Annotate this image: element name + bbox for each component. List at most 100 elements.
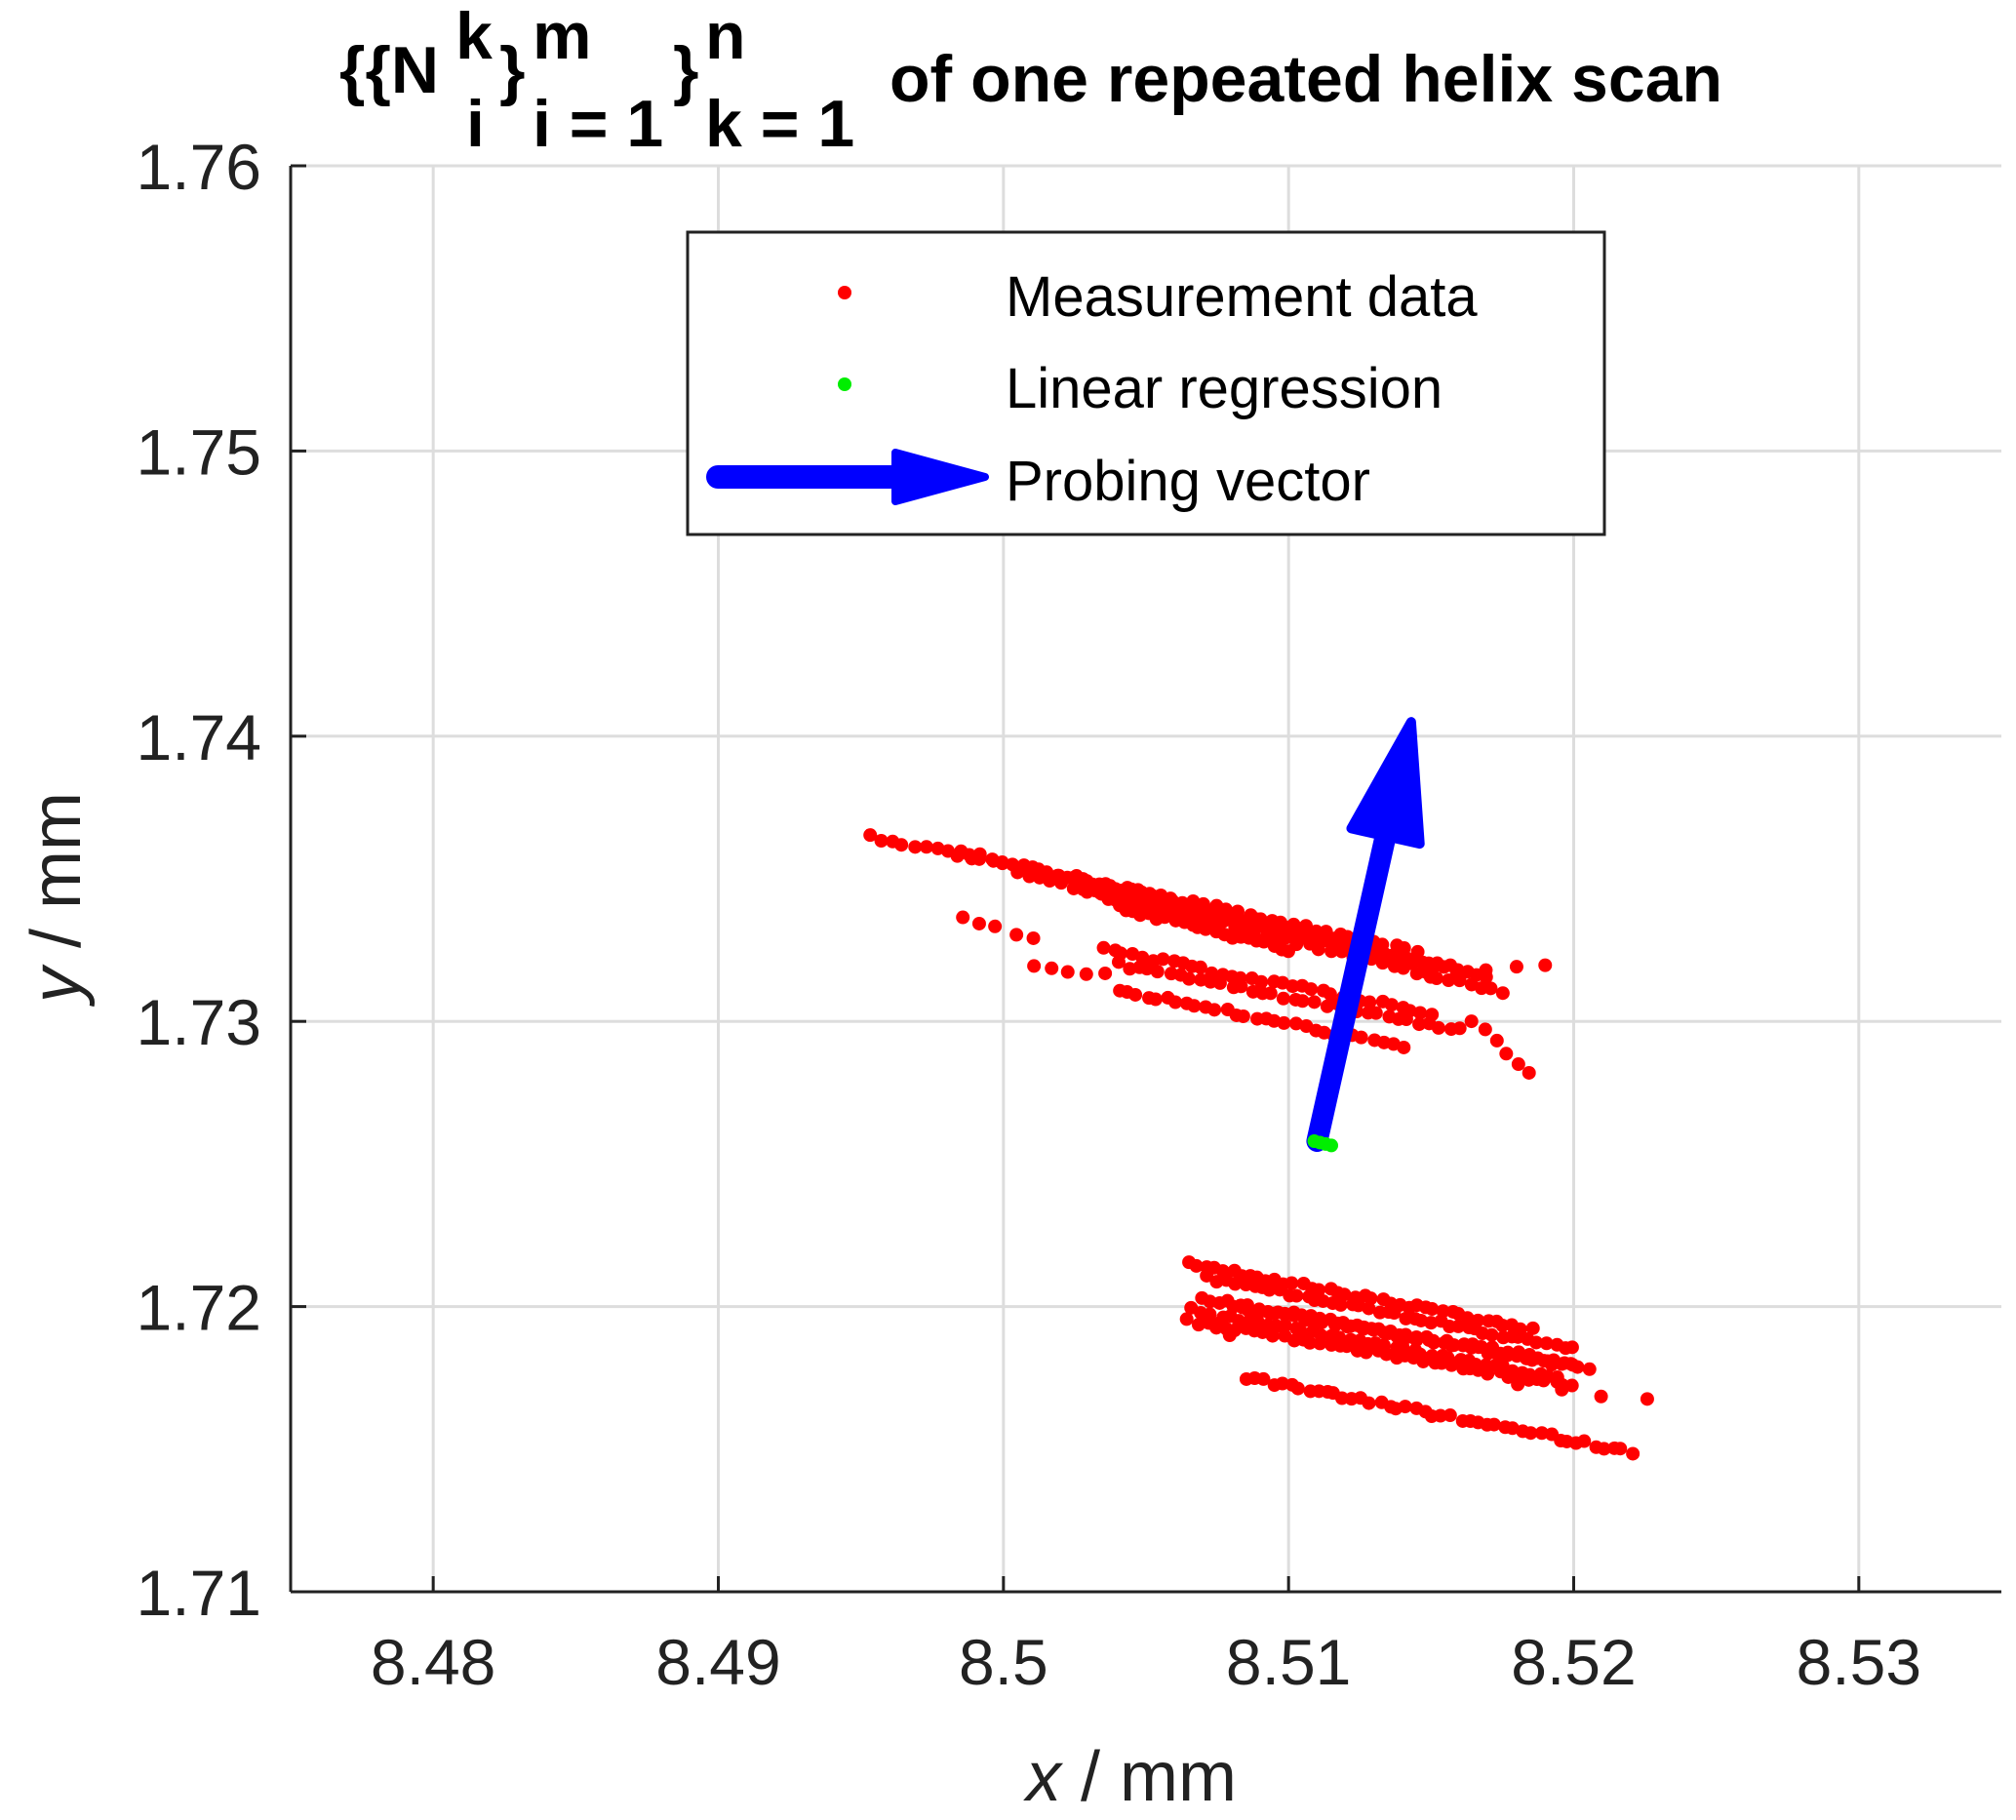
measurement-point [1197,1308,1211,1323]
measurement-point [1187,999,1202,1013]
legend-marker-regression [838,377,851,391]
measurement-point [908,840,923,854]
measurement-point [1481,1366,1495,1381]
legend-marker-measurement [838,286,851,299]
measurement-point [1423,969,1438,984]
measurement-point [1582,1362,1597,1376]
measurement-point [1529,1335,1544,1350]
measurement-point [1368,1006,1383,1020]
measurement-point [1022,869,1037,884]
measurement-point [1399,1327,1413,1342]
measurement-point [1626,1446,1640,1461]
measurement-point [894,838,909,852]
measurement-point [972,847,987,861]
measurement-point [1399,1012,1413,1027]
measurement-point [1209,1321,1224,1335]
measurement-point [1500,1345,1515,1360]
measurement-point [1424,1316,1439,1330]
measurement-point [1307,995,1322,1009]
measurement-point [1263,986,1278,1001]
measurement-point [1060,965,1075,979]
measurement-point [1379,1347,1394,1362]
measurement-point [1111,955,1126,969]
measurement-point [1288,1016,1303,1031]
x-tick-label-1: 8.49 [655,1626,780,1698]
measurement-point [1443,1408,1457,1423]
measurement-point [1200,1268,1214,1283]
measurement-point [1045,961,1059,975]
y-tick-label-2: 1.73 [137,986,261,1058]
measurement-point [1290,1381,1305,1396]
measurement-point [1412,1017,1427,1032]
measurement-point [1234,979,1248,994]
measurement-point [1080,885,1094,899]
measurement-point [874,834,889,849]
measurement-point [1523,1426,1538,1441]
measurement-point [1315,1315,1329,1329]
measurement-point [1256,934,1271,949]
title-symbol: {{N [339,33,439,107]
measurement-point [1236,1009,1250,1023]
measurement-point [1302,1335,1317,1350]
measurement-point [1538,958,1553,972]
measurement-point [1276,991,1290,1006]
measurement-point [1343,1319,1358,1333]
measurement-point [1640,1392,1654,1406]
measurement-point [971,916,986,930]
measurement-point [1464,1014,1479,1029]
measurement-point [962,848,976,862]
measurement-point [1286,930,1301,944]
measurement-point [1398,1400,1412,1414]
measurement-point [919,840,933,854]
measurement-point [1199,922,1213,936]
measurement-point [1433,1408,1447,1423]
measurement-point [956,910,970,925]
title-rest: of one repeated helix scan [889,42,1722,116]
measurement-point [1452,1021,1467,1036]
legend-marker-vector [706,449,989,505]
measurement-point [1546,1353,1561,1367]
measurement-point [1484,1327,1499,1342]
measurement-point [1337,1287,1352,1302]
x-tick-label-4: 8.52 [1511,1626,1636,1698]
measurement-point [1509,960,1523,974]
measurement-point [1403,953,1418,968]
measurement-point [1228,1277,1243,1291]
y-tick-label-0: 1.71 [137,1557,261,1629]
x-axis-title: x / mm [1023,1738,1237,1815]
measurement-point [1265,1328,1280,1343]
measurement-point [1026,930,1041,945]
measurement-point [1452,969,1467,983]
measurement-point [1442,972,1456,987]
measurement-point [1256,1371,1271,1386]
measurement-point [1522,1065,1536,1080]
measurement-point [1281,944,1295,959]
measurement-point [1478,1022,1492,1037]
measurement-point [1511,1377,1525,1392]
measurement-point [1384,950,1399,965]
probing-vector-shaft [1306,825,1397,1153]
measurement-point [1207,1003,1222,1017]
measurement-point [1277,1015,1291,1030]
title-sup-n: n [705,0,746,73]
measurement-point [1010,865,1025,880]
measurement-point [1594,1389,1608,1404]
x-axis-var: x [1023,1738,1064,1815]
y-axis-unit: / mm [18,792,96,968]
measurement-point [1426,960,1441,974]
measurement-point [1474,1339,1488,1354]
measurement-point [1177,905,1192,920]
measurement-point [1027,959,1042,973]
title-sub-k1: k = 1 [705,87,854,161]
probing-vector-head [1346,717,1425,850]
measurement-point [1254,974,1269,989]
measurement-point [1451,1319,1466,1333]
measurement-point [1278,1318,1292,1332]
measurement-point [1333,1297,1348,1312]
measurement-point [995,855,1009,870]
measurement-point [1222,1328,1237,1343]
measurement-point [1613,1442,1628,1456]
measurement-point [1179,1312,1194,1326]
